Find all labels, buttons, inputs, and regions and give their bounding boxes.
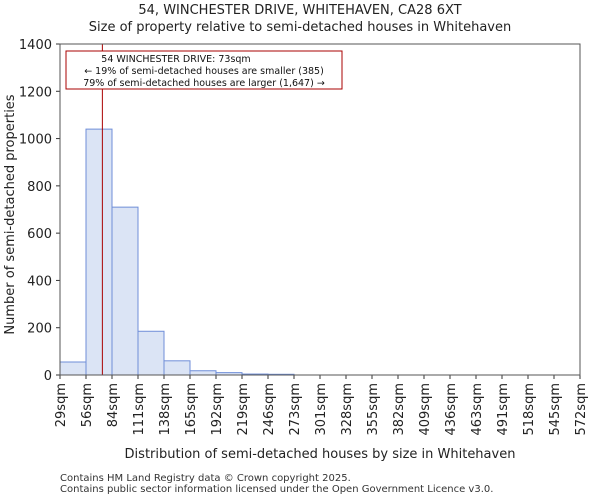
y-tick-label: 1000: [19, 133, 52, 148]
histogram-bar: [163, 360, 191, 376]
histogram-bar: [137, 330, 165, 376]
x-tick-label: 545sqm: [548, 383, 563, 436]
annotation-box: [65, 50, 343, 90]
x-tick-label: 192sqm: [210, 383, 225, 436]
x-tick-label: 246sqm: [262, 383, 277, 436]
y-axis-label: Number of semi-detached properties: [3, 94, 18, 334]
annotation-line-1: 54 WINCHESTER DRIVE: 73sqm: [101, 54, 250, 65]
footer-line-1: Contains HM Land Registry data © Crown c…: [60, 473, 351, 484]
chart-subtitle: Size of property relative to semi-detach…: [88, 20, 512, 35]
y-tick-label: 200: [27, 322, 52, 337]
x-tick-label: 355sqm: [366, 383, 381, 436]
x-tick-label: 29sqm: [54, 383, 69, 427]
annotation-line-3: 79% of semi-detached houses are larger (…: [83, 78, 325, 89]
x-tick-label: 409sqm: [418, 383, 433, 436]
x-tick-label: 84sqm: [106, 383, 121, 427]
x-tick-label: 328sqm: [340, 383, 355, 436]
x-tick-label: 56sqm: [80, 383, 95, 427]
annotation-line-2: ← 19% of semi-detached houses are smalle…: [84, 66, 324, 77]
x-tick-label: 572sqm: [574, 383, 589, 436]
x-tick-label: 111sqm: [132, 383, 147, 436]
histogram-bar: [189, 370, 217, 376]
y-tick-label: 400: [27, 274, 52, 289]
y-tick-label: 1400: [19, 38, 52, 53]
histogram-bar: [111, 206, 139, 376]
x-axis-label: Distribution of semi-detached houses by …: [125, 447, 516, 462]
y-tick-label: 600: [27, 227, 52, 242]
x-tick-label: 382sqm: [392, 383, 407, 436]
histogram-chart: 0 200 400 600 800 1000 1200 1400 29sqm 56sqm 84sq…: [3, 38, 589, 462]
x-tick-label: 491sqm: [496, 383, 511, 436]
footer-line-2: Contains public sector information licen…: [60, 484, 494, 495]
y-tick-label: 0: [44, 369, 52, 384]
histogram-bar: [59, 361, 87, 376]
x-tick-label: 518sqm: [522, 383, 537, 436]
x-tick-label: 301sqm: [314, 383, 329, 436]
x-tick-label: 138sqm: [158, 383, 173, 436]
chart-title: 54, WINCHESTER DRIVE, WHITEHAVEN, CA28 6…: [138, 3, 462, 18]
x-tick-label: 165sqm: [184, 383, 199, 436]
y-tick-label: 1200: [19, 85, 52, 100]
x-tick-label: 436sqm: [444, 383, 459, 436]
x-tick-label: 273sqm: [288, 383, 303, 436]
x-tick-label: 463sqm: [470, 383, 485, 436]
y-tick-label: 800: [27, 180, 52, 195]
plot-frame: [59, 43, 581, 376]
x-tick-label: 219sqm: [236, 383, 251, 436]
histogram-bar: [85, 128, 113, 376]
